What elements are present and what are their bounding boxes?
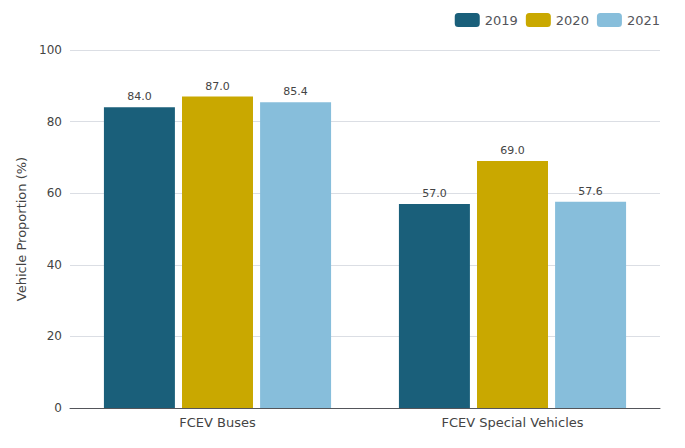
svg-text:84.0: 84.0	[127, 90, 152, 103]
svg-text:60: 60	[47, 186, 62, 200]
svg-text:69.0: 69.0	[500, 144, 525, 157]
svg-text:85.4: 85.4	[283, 85, 308, 98]
svg-text:2020: 2020	[556, 13, 589, 28]
svg-text:20: 20	[47, 329, 62, 343]
svg-text:57.6: 57.6	[578, 185, 603, 198]
svg-text:87.0: 87.0	[205, 80, 230, 93]
svg-text:2019: 2019	[485, 13, 518, 28]
svg-text:40: 40	[47, 258, 62, 272]
svg-text:0: 0	[54, 401, 62, 415]
svg-text:FCEV Buses: FCEV Buses	[179, 415, 256, 430]
svg-text:FCEV Special Vehicles: FCEV Special Vehicles	[441, 415, 583, 430]
svg-text:80: 80	[47, 115, 62, 129]
svg-text:2021: 2021	[627, 13, 660, 28]
svg-text:100: 100	[39, 43, 62, 57]
svg-text:Vehicle Proportion (%): Vehicle Proportion (%)	[14, 157, 29, 301]
svg-text:57.0: 57.0	[422, 187, 447, 200]
